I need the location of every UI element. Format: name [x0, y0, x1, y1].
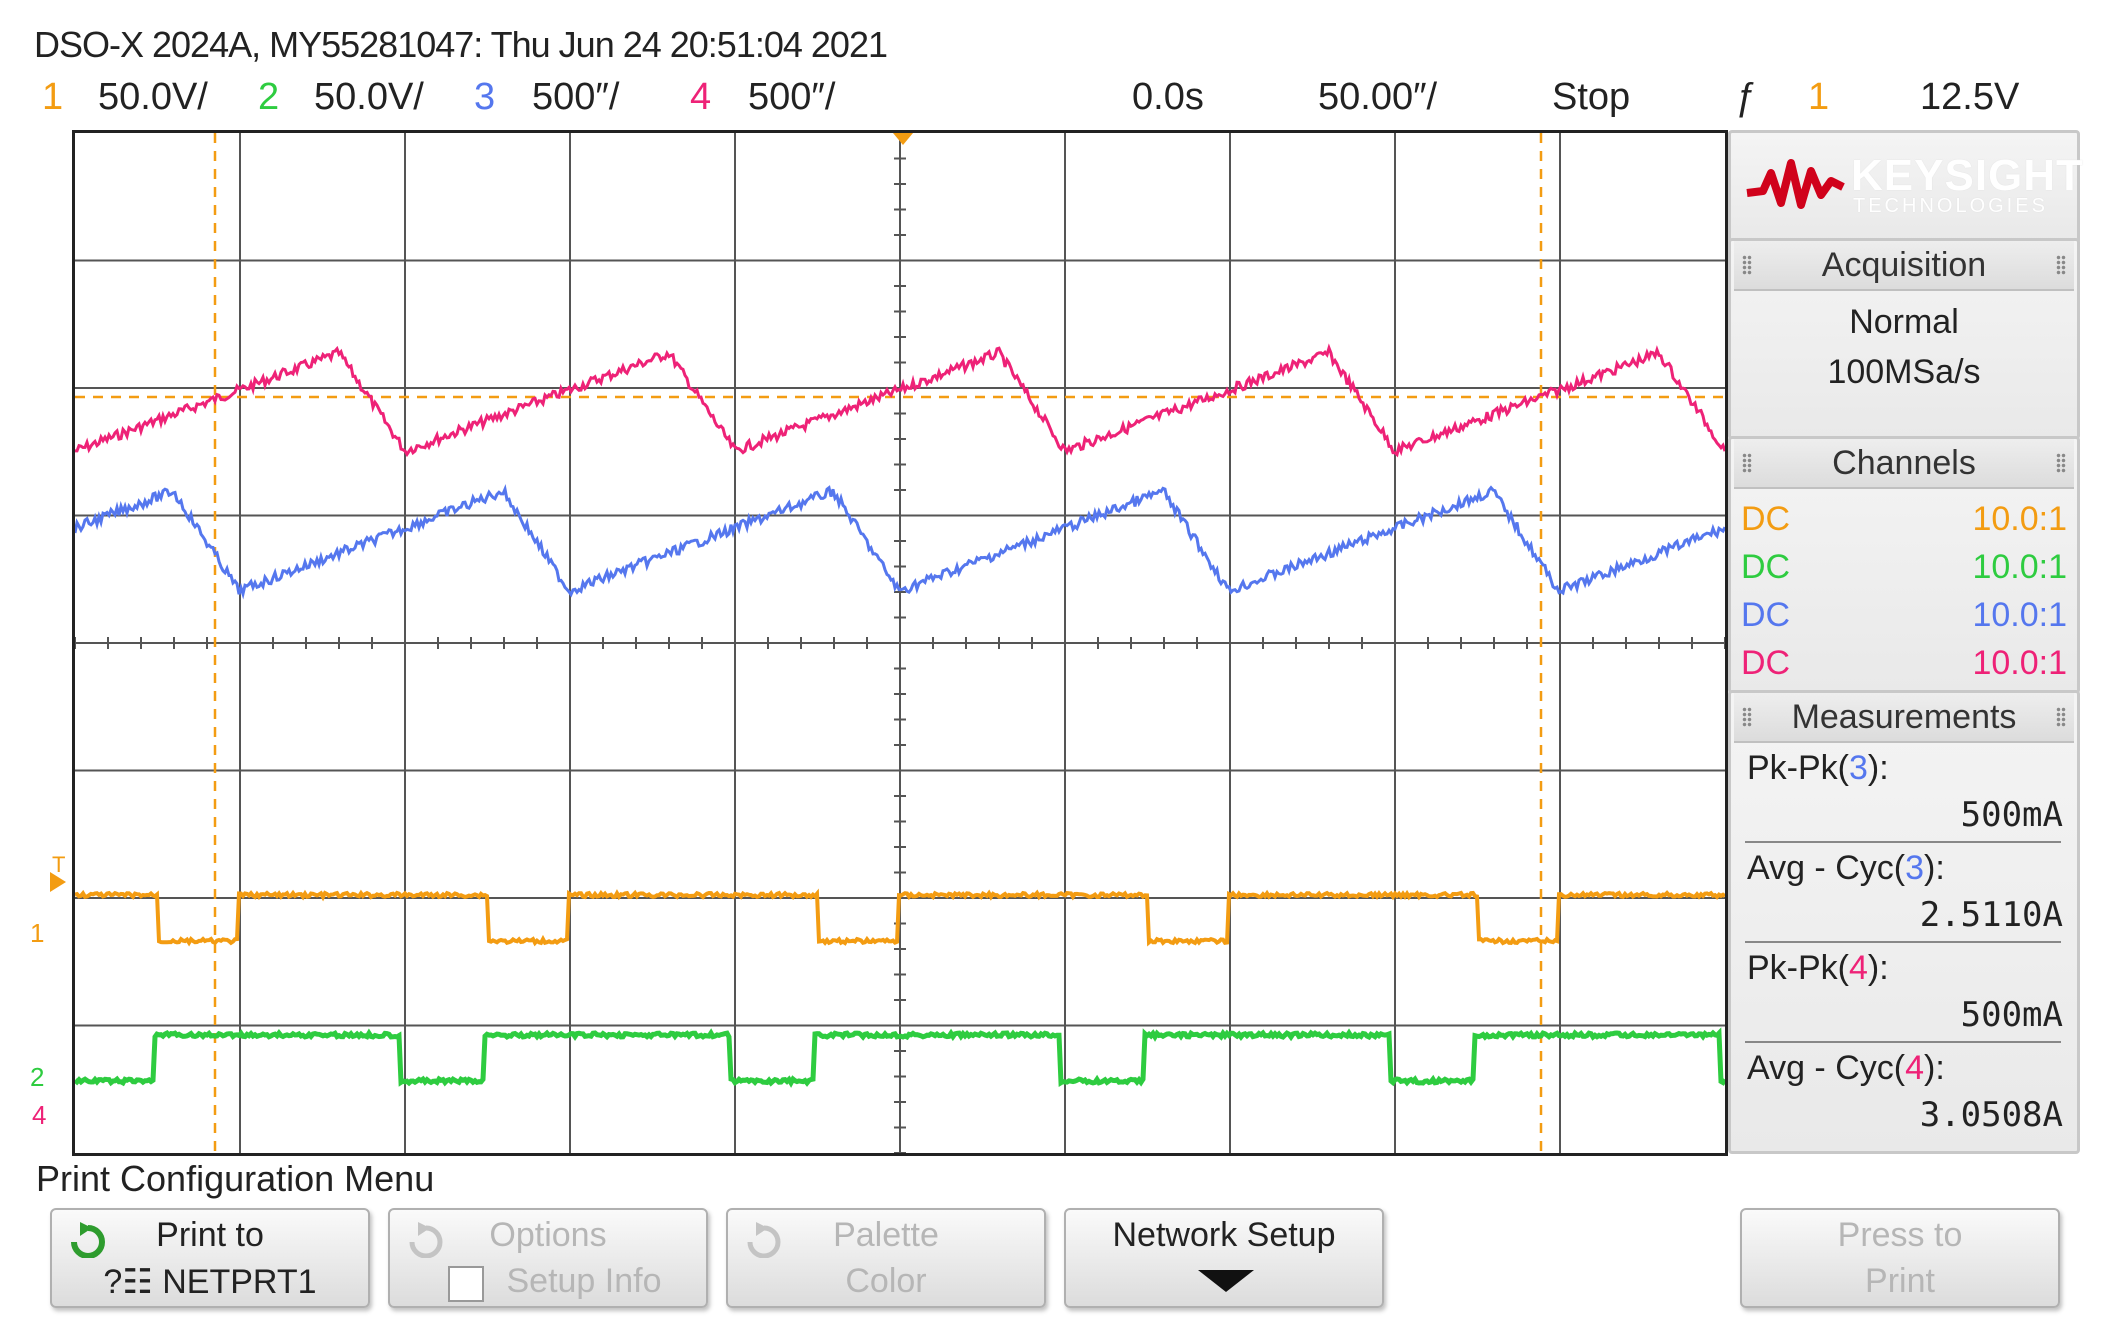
channel-coupling: DC [1741, 596, 1791, 634]
channel-coupling: DC [1741, 644, 1791, 682]
menu-title: Print Configuration Menu [36, 1158, 435, 1199]
channel-probe-ratio: 10.0:1 [1972, 548, 2067, 586]
measurement-divider [1745, 841, 2061, 843]
grip-icon [2056, 255, 2066, 275]
print-to-softkey[interactable]: Print to ?☷ NETPRT1 [50, 1208, 370, 1308]
channels-title: Channels [1734, 439, 2074, 489]
ch2-trace [75, 1027, 1725, 1088]
setup-info-label: Setup Info [506, 1262, 662, 1300]
trigger-channel[interactable]: 1 [1808, 76, 1830, 118]
ch1-scale[interactable]: 50.0V/ [98, 76, 208, 118]
rotate-knob-icon [409, 1222, 443, 1258]
grip-icon [1742, 707, 1752, 727]
submenu-arrow-icon [1198, 1270, 1254, 1292]
ch1-ground-marker[interactable]: 1 [30, 918, 45, 948]
measurement-label: Pk-Pk(4): [1747, 949, 1889, 987]
press-to-print-value: Print [1865, 1262, 1935, 1300]
channel-probe-ratio: 10.0:1 [1972, 596, 2067, 634]
channel-probe-ratio: 10.0:1 [1972, 644, 2067, 682]
options-label: Options [489, 1216, 607, 1254]
channel-coupling: DC [1741, 548, 1791, 586]
measurement-value: 3.0508A [1919, 1095, 2063, 1135]
cursor-lines [75, 133, 1725, 1153]
window-title: DSO-X 2024A, MY55281047: Thu Jun 24 20:5… [34, 24, 888, 65]
ch2-ground-marker[interactable]: 2 [30, 1062, 45, 1092]
trigger-level-marker[interactable]: T [52, 852, 66, 877]
channel-probe-ratio: 10.0:1 [1972, 500, 2067, 538]
measurement-label: Pk-Pk(3): [1747, 749, 1889, 787]
measurements-title: Measurements [1734, 693, 2074, 743]
ch2-number[interactable]: 2 [258, 76, 280, 118]
grip-icon [2056, 707, 2066, 727]
channels-panel[interactable]: Channels DC 10.0:1 DC 10.0:1 DC 10.0:1 DC 10.0:… [1728, 436, 2080, 694]
sample-rate: 100MSa/s [1827, 353, 1981, 391]
measurement-value: 2.5110A [1919, 895, 2063, 935]
print-to-label: Print to [156, 1216, 264, 1254]
ch4-scale[interactable]: 500″/ [748, 76, 836, 118]
channel-row-3[interactable]: DC 10.0:1 [1741, 591, 2071, 639]
trigger-level[interactable]: 12.5V [1920, 76, 2020, 118]
ch1-trace [75, 888, 1725, 947]
acquisition-title: Acquisition [1734, 241, 2074, 291]
rotate-knob-icon [747, 1222, 781, 1258]
channel-row-2[interactable]: DC 10.0:1 [1741, 543, 2071, 591]
keysight-wave-icon [1746, 159, 1845, 209]
press-to-print-softkey[interactable]: Press to Print [1740, 1208, 2060, 1308]
ch3-scale[interactable]: 500″/ [532, 76, 620, 118]
grip-icon [1742, 255, 1752, 275]
ch2-scale[interactable]: 50.0V/ [314, 76, 424, 118]
ch4-number[interactable]: 4 [690, 76, 712, 118]
channel-row-4[interactable]: DC 10.0:1 [1741, 639, 2071, 687]
channel-row-1[interactable]: DC 10.0:1 [1741, 495, 2071, 543]
press-to-print-label: Press to [1837, 1216, 1963, 1254]
network-setup-softkey[interactable]: Network Setup [1064, 1208, 1384, 1308]
setup-info-checkbox[interactable] [448, 1266, 484, 1302]
options-softkey[interactable]: Options Setup Info [388, 1208, 708, 1308]
logo-subtitle: TECHNOLOGIES [1853, 195, 2048, 217]
horizontal-delay[interactable]: 0.0s [1132, 76, 1204, 118]
grip-icon [1742, 453, 1752, 473]
measurements-panel[interactable]: Measurements Pk-Pk(3): 500mA Avg - Cyc(3):… [1728, 690, 2080, 1154]
trigger-position-marker [893, 133, 913, 145]
ch4-trace [75, 343, 1725, 458]
palette-label: Palette [833, 1216, 939, 1254]
measurement-value: 500mA [1960, 795, 2063, 835]
timebase-scale[interactable]: 50.00″/ [1318, 76, 1438, 118]
trigger-edge-icon: ƒ [1734, 76, 1756, 118]
print-to-value: ?☷ NETPRT1 [103, 1263, 317, 1301]
acquisition-mode: Normal [1849, 303, 1959, 341]
measurement-label: Avg - Cyc(3): [1747, 849, 1945, 887]
run-state[interactable]: Stop [1552, 76, 1631, 118]
waveform-canvas [75, 133, 1725, 1153]
measurement-label: Avg - Cyc(4): [1747, 1049, 1945, 1087]
palette-softkey[interactable]: Palette Color [726, 1208, 1046, 1308]
side-panel: KEYSIGHT TECHNOLOGIES Acquisition Normal… [1728, 130, 2083, 1154]
logo-name: KEYSIGHT [1851, 151, 2084, 200]
channel-coupling: DC [1741, 500, 1791, 538]
rotate-knob-icon [71, 1222, 105, 1258]
palette-value: Color [845, 1262, 927, 1300]
measurement-divider [1745, 1041, 2061, 1043]
keysight-logo: KEYSIGHT TECHNOLOGIES [1728, 130, 2083, 244]
ch3-number[interactable]: 3 [474, 76, 496, 118]
waveform-display[interactable] [72, 130, 1728, 1156]
trigger-arrow-icon [50, 872, 66, 892]
ch1-number[interactable]: 1 [42, 76, 64, 118]
network-setup-label: Network Setup [1112, 1216, 1336, 1254]
graticule [75, 133, 1725, 1153]
measurement-divider [1745, 941, 2061, 943]
ch3-trace [75, 484, 1725, 600]
ch4-ground-marker[interactable]: 4 [32, 1100, 47, 1130]
measurement-value: 500mA [1960, 995, 2063, 1035]
grip-icon [2056, 453, 2066, 473]
acquisition-panel[interactable]: Acquisition Normal 100MSa/s [1728, 238, 2080, 440]
